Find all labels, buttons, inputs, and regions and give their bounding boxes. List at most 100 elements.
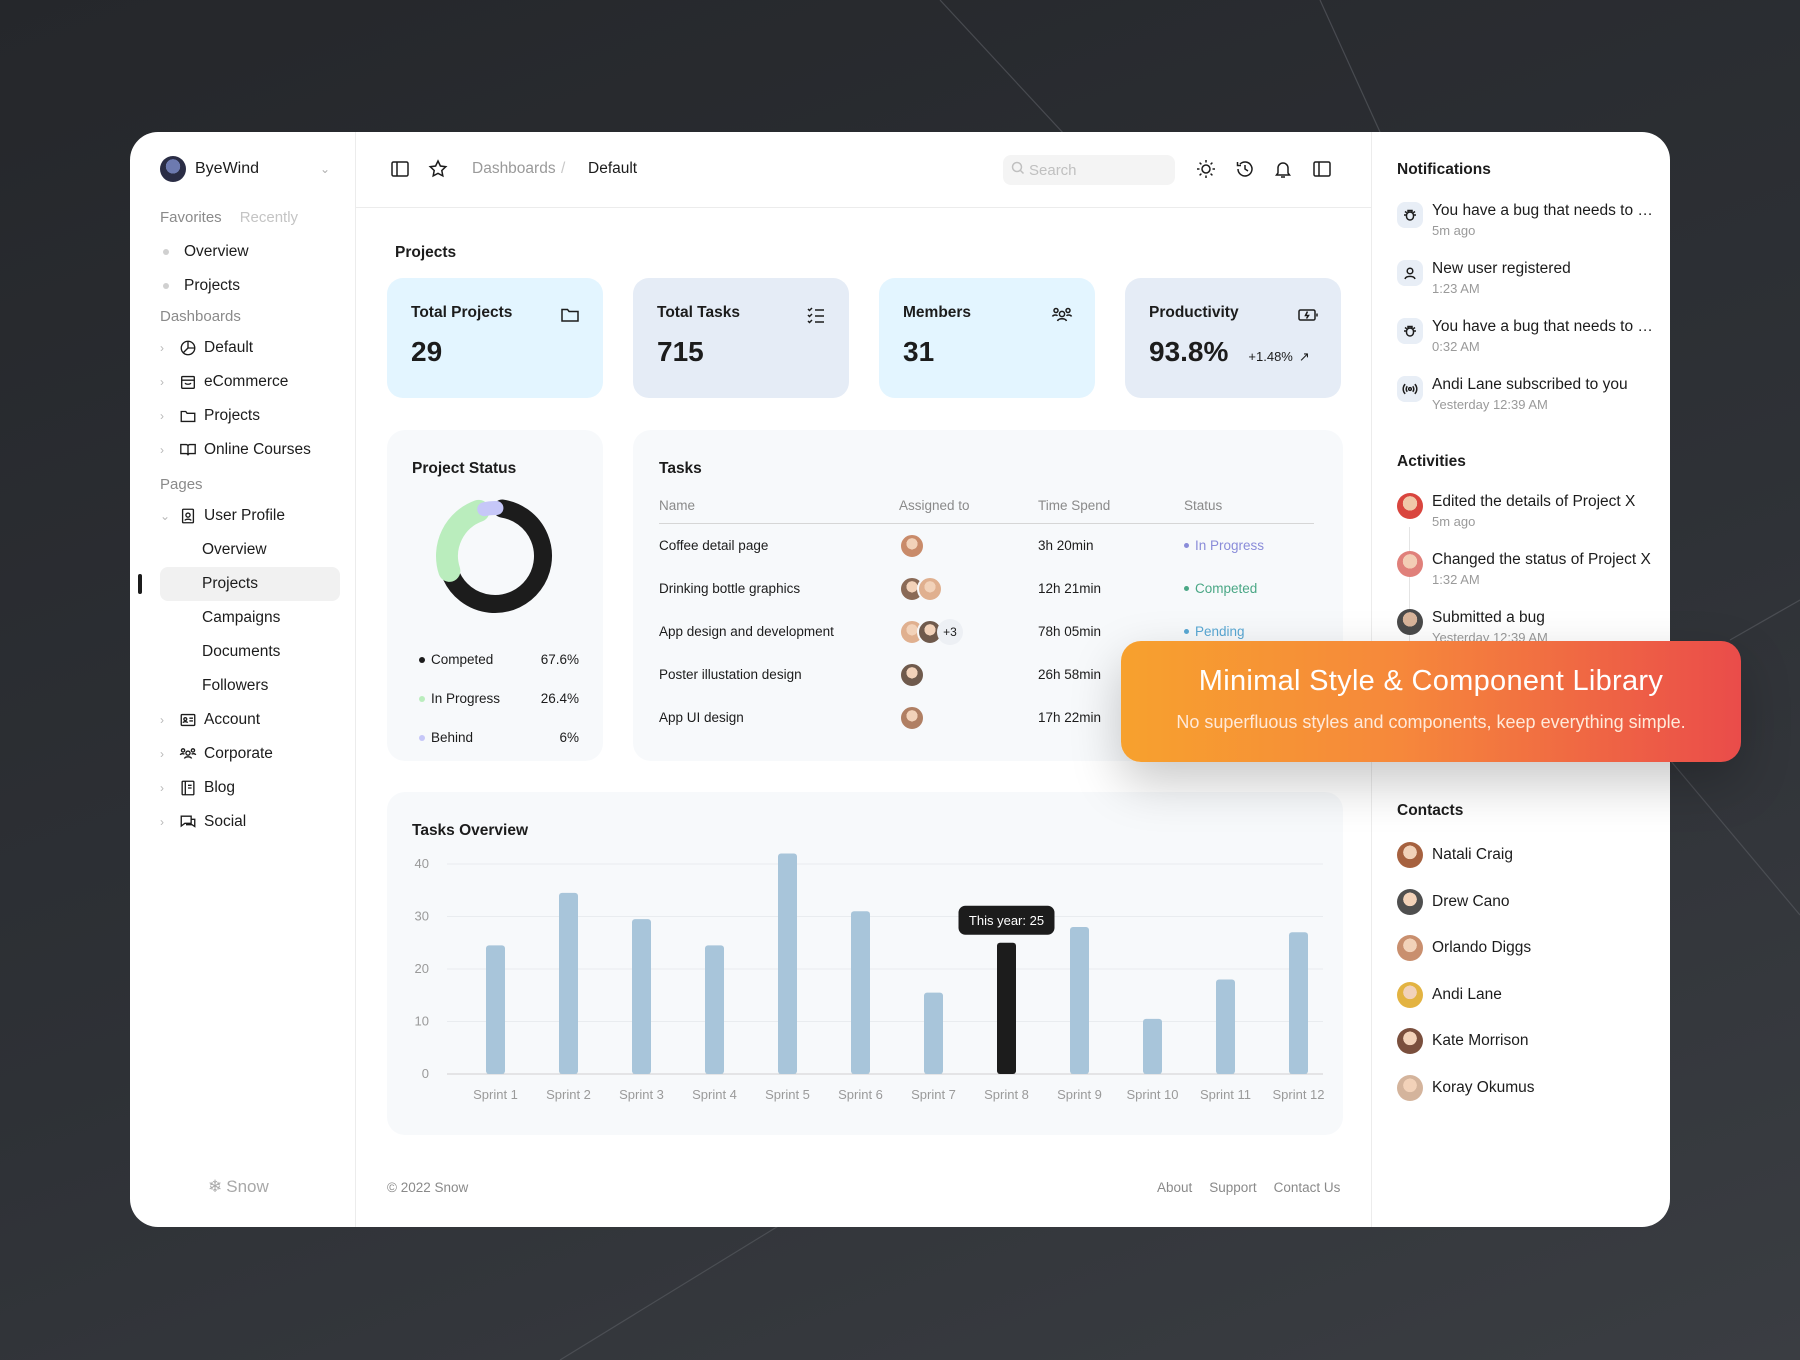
breadcrumb-default[interactable]: Default	[588, 160, 638, 177]
bar-sprint-1[interactable]	[486, 945, 505, 1074]
breadcrumb-dashboards[interactable]: Dashboards	[472, 160, 556, 177]
contact-item[interactable]: Koray Okumus	[1397, 1074, 1535, 1101]
notification-item[interactable]: New user registered 1:23 AM	[1397, 260, 1657, 296]
bullet-icon	[163, 283, 169, 289]
column-header-status[interactable]: Status	[1184, 498, 1223, 513]
sidebar-item-social[interactable]: › Social	[160, 805, 340, 839]
favorite-item-projects[interactable]: Projects	[160, 269, 340, 303]
bar-sprint-9[interactable]	[1070, 927, 1089, 1074]
history-icon[interactable]	[1234, 158, 1256, 180]
task-time: 78h 05min	[1038, 624, 1102, 639]
sidebar-item-ecommerce[interactable]: › eCommerce	[160, 365, 340, 399]
task-time: 3h 20min	[1038, 538, 1094, 553]
column-header-time[interactable]: Time Spend	[1038, 498, 1111, 513]
task-assignees	[899, 532, 1038, 559]
tab-favorites[interactable]: Favorites	[160, 209, 222, 226]
activity-item[interactable]: Changed the status of Project X 1:32 AM	[1397, 551, 1657, 587]
bar-tooltip: This year: 25	[958, 905, 1055, 935]
bell-icon[interactable]	[1272, 158, 1294, 180]
user-name: ByeWind	[195, 160, 260, 177]
stat-label: Total Projects	[411, 304, 513, 321]
footer-link-contact[interactable]: Contact Us	[1273, 1180, 1341, 1195]
sidebar-item-blog[interactable]: › Blog	[160, 771, 340, 805]
task-name: Poster illustation design	[659, 667, 802, 682]
table-row[interactable]: Coffee detail page 3h 20min In Progress	[659, 524, 1314, 567]
notification-item[interactable]: You have a bug that needs to be fixed 5m …	[1397, 202, 1657, 238]
table-row[interactable]: App UI design 17h 22min	[659, 696, 1314, 739]
bar-sprint-8[interactable]	[997, 942, 1016, 1074]
column-header-assigned[interactable]: Assigned to	[899, 498, 970, 513]
donut-slice-competed[interactable]	[442, 499, 552, 613]
bar-sprint-3[interactable]	[632, 919, 651, 1074]
sidebar-tabs: Favorites Recently	[160, 209, 298, 226]
sidebar-item-label: Corporate	[204, 745, 273, 762]
sidebar-item-projects[interactable]: › Projects	[160, 399, 340, 433]
avatar	[899, 661, 925, 688]
contact-item[interactable]: Natali Craig	[1397, 842, 1513, 868]
user-switcher[interactable]: ByeWind ⌄	[160, 156, 330, 182]
activity-item[interactable]: Submitted a bug Yesterday 12:39 AM	[1397, 609, 1657, 645]
notification-text: You have a bug that needs to be fixed	[1432, 318, 1654, 335]
bar-sprint-4[interactable]	[705, 945, 724, 1074]
tooltip-background	[958, 905, 1055, 935]
notification-item[interactable]: Andi Lane subscribed to you Yesterday 12:…	[1397, 376, 1657, 412]
table-row[interactable]: App design and development +3 78h 05min Pen…	[659, 610, 1314, 653]
sidebar-item-default[interactable]: › Default	[160, 331, 340, 365]
sidebar-item-profile-overview[interactable]: Overview	[160, 533, 340, 567]
activity-item[interactable]: Edited the details of Project X 5m ago	[1397, 493, 1657, 529]
search-box	[1003, 155, 1175, 185]
table-row[interactable]: Drinking bottle graphics 12h 21min Compete…	[659, 567, 1314, 610]
bar-sprint-7[interactable]	[924, 992, 943, 1074]
more-assignees[interactable]: +3	[937, 618, 963, 645]
search-input[interactable]	[1029, 161, 1169, 179]
donut-slice-behind[interactable]	[477, 501, 504, 517]
column-header-name[interactable]: Name	[659, 498, 696, 513]
sidebar-item-campaigns[interactable]: Campaigns	[160, 601, 340, 635]
sidebar-item-label: Followers	[202, 677, 269, 694]
bar-sprint-5[interactable]	[778, 853, 797, 1075]
footer-brand-label: Snow	[226, 1177, 269, 1196]
contact-item[interactable]: Kate Morrison	[1397, 1028, 1528, 1054]
favorite-item-overview[interactable]: Overview	[160, 235, 340, 269]
legend-item: Behind 6%	[419, 730, 579, 745]
contact-item[interactable]: Drew Cano	[1397, 888, 1510, 915]
footer-link-support[interactable]: Support	[1209, 1180, 1257, 1195]
table-row[interactable]: Poster illustation design 26h 58min	[659, 653, 1314, 696]
notification-text: You have a bug that needs to be fixed	[1432, 202, 1654, 219]
pie-chart-icon	[178, 338, 198, 358]
sidebar-item-online-courses[interactable]: › Online Courses	[160, 433, 340, 467]
task-status: Pending	[1184, 624, 1314, 639]
tab-recently[interactable]: Recently	[239, 209, 299, 226]
footer-link-about[interactable]: About	[1157, 1180, 1193, 1195]
star-icon[interactable]	[427, 158, 449, 180]
chevron-down-icon: ⌄	[160, 509, 171, 523]
sidebar-item-corporate[interactable]: › Corporate	[160, 737, 340, 771]
tasks-overview-chart: 0 10 20 30 40 Sprint 1 Sprint 2 Sprint 3 Sprint …	[415, 853, 1325, 1102]
activity-text: Changed the status of Project X	[1432, 551, 1651, 568]
contact-item[interactable]: Orlando Diggs	[1397, 935, 1531, 961]
bar-sprint-6[interactable]	[851, 911, 870, 1074]
activities-title: Activities	[1397, 453, 1466, 470]
sidebar-item-label: Online Courses	[204, 441, 311, 458]
contact-item[interactable]: Andi Lane	[1397, 981, 1502, 1008]
sidebar-item-account[interactable]: › Account	[160, 703, 340, 737]
bar-sprint-12[interactable]	[1289, 932, 1308, 1074]
sidebar-item-followers[interactable]: Followers	[160, 669, 340, 703]
sidebar-item-profile-projects[interactable]: Projects	[138, 567, 340, 601]
bullet-icon	[163, 249, 169, 255]
sidebar-item-user-profile[interactable]: ⌄ User Profile	[160, 499, 340, 533]
task-assignees	[899, 575, 1038, 602]
x-tick-label: Sprint 12	[1272, 1087, 1324, 1102]
sun-icon[interactable]	[1195, 158, 1217, 180]
activity-text: Edited the details of Project X	[1432, 493, 1636, 510]
donut-slice-in-progress[interactable]	[436, 499, 490, 582]
sidebar-item-documents[interactable]: Documents	[160, 635, 340, 669]
panel-toggle-icon[interactable]	[1311, 158, 1333, 180]
notification-item[interactable]: You have a bug that needs to be fixed 0:3…	[1397, 318, 1657, 354]
contact-name: Natali Craig	[1432, 846, 1513, 863]
bar-sprint-2[interactable]	[559, 892, 578, 1074]
sidebar-toggle-icon[interactable]	[389, 158, 411, 180]
contact-name: Orlando Diggs	[1432, 939, 1532, 956]
bar-sprint-11[interactable]	[1216, 979, 1235, 1075]
bar-sprint-10[interactable]	[1143, 1018, 1162, 1074]
